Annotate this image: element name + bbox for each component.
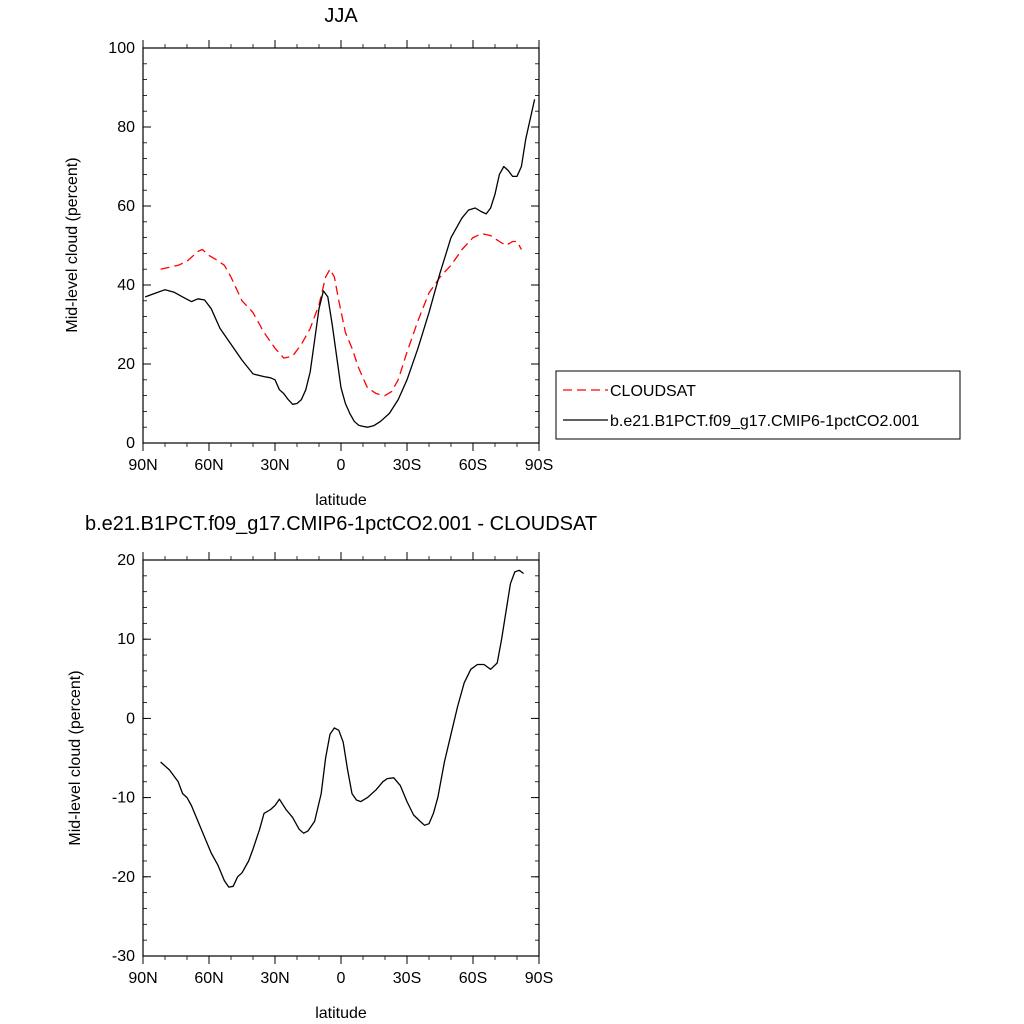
top-x-tick-label: 90S bbox=[525, 457, 553, 474]
top-series bbox=[144, 99, 536, 428]
top-y-tick-label: 100 bbox=[108, 40, 135, 57]
bottom-y-tick-label: -20 bbox=[112, 869, 135, 886]
bottom-y-ticks: -30 -20 -10 0 10 20 bbox=[112, 552, 539, 965]
legend: CLOUDSAT b.e21.B1PCT.f09_g17.CMIP6-1pctC… bbox=[555, 370, 961, 440]
top-y-tick-label: 0 bbox=[126, 435, 135, 452]
bottom-y-tick-label: 10 bbox=[117, 631, 135, 648]
bottom-y-axis-label: Mid-level cloud (percent) bbox=[67, 670, 84, 845]
top-y-tick-label: 80 bbox=[117, 119, 135, 136]
legend-label-model: b.e21.B1PCT.f09_g17.CMIP6-1pctCO2.001 bbox=[610, 413, 920, 430]
bottom-x-tick-label: 60S bbox=[459, 970, 487, 987]
top-y-tick-label: 20 bbox=[117, 356, 135, 373]
top-y-ticks: 0 20 40 60 80 100 bbox=[108, 40, 539, 452]
top-x-tick-label: 0 bbox=[337, 457, 346, 474]
top-x-tick-label: 60S bbox=[459, 457, 487, 474]
top-plot-frame bbox=[142, 47, 540, 444]
bottom-x-ticks: 90N 60N 30N 0 30S 60S 90S bbox=[128, 552, 553, 987]
top-x-axis-label: latitude bbox=[315, 492, 367, 509]
top-x-ticks: 90N 60N 30N 0 30S 60S 90S bbox=[128, 40, 553, 474]
bottom-panel: b.e21.B1PCT.f09_g17.CMIP6-1pctCO2.001 - … bbox=[67, 513, 597, 1022]
bottom-series bbox=[160, 569, 524, 888]
top-series-line-0 bbox=[160, 232, 522, 397]
bottom-chart-title: b.e21.B1PCT.f09_g17.CMIP6-1pctCO2.001 - … bbox=[85, 513, 597, 535]
top-series-line-1 bbox=[144, 99, 536, 428]
top-chart-title: JJA bbox=[324, 5, 358, 27]
bottom-y-tick-label: -10 bbox=[112, 790, 135, 807]
top-x-tick-label: 60N bbox=[194, 457, 223, 474]
bottom-x-tick-label: 90S bbox=[525, 970, 553, 987]
top-y-tick-label: 40 bbox=[117, 277, 135, 294]
top-x-tick-label: 90N bbox=[128, 457, 157, 474]
bottom-y-tick-label: -30 bbox=[112, 948, 135, 965]
bottom-x-tick-label: 30S bbox=[393, 970, 421, 987]
legend-box bbox=[555, 370, 961, 440]
bottom-plot-frame bbox=[142, 559, 540, 957]
top-y-tick-label: 60 bbox=[117, 198, 135, 215]
legend-label-cloudsat: CLOUDSAT bbox=[610, 383, 696, 400]
top-panel: JJA 0 20 40 60 80 100 90N 60N 30N 0 30S 60S 90S lat… bbox=[64, 5, 553, 509]
bottom-x-tick-label: 60N bbox=[194, 970, 223, 987]
top-y-axis-label: Mid-level cloud (percent) bbox=[64, 157, 81, 332]
top-x-tick-label: 30N bbox=[260, 457, 289, 474]
bottom-y-tick-label: 0 bbox=[126, 710, 135, 727]
bottom-x-tick-label: 0 bbox=[337, 970, 346, 987]
bottom-series-line-0 bbox=[160, 569, 524, 888]
bottom-x-axis-label: latitude bbox=[315, 1005, 367, 1022]
bottom-x-tick-label: 30N bbox=[260, 970, 289, 987]
bottom-x-tick-label: 90N bbox=[128, 970, 157, 987]
bottom-y-tick-label: 20 bbox=[117, 552, 135, 569]
top-x-tick-label: 30S bbox=[393, 457, 421, 474]
